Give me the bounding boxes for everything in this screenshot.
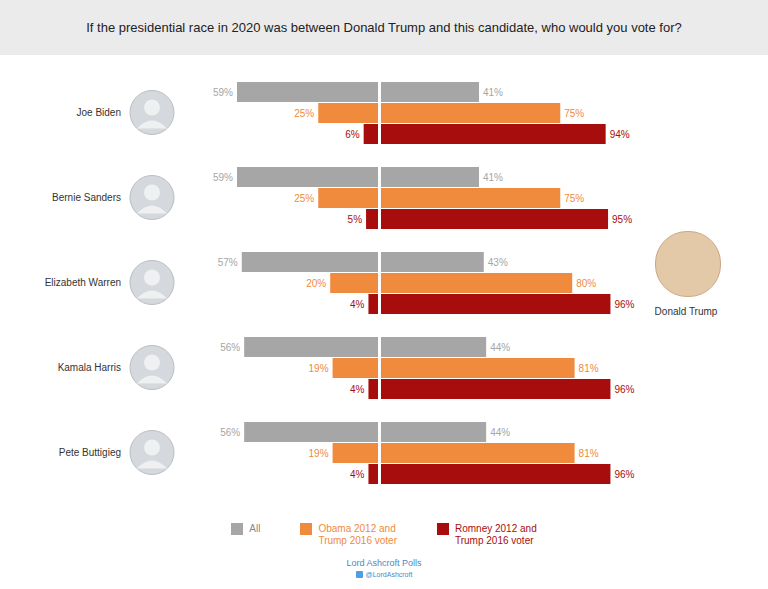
svg-text:57%: 57% <box>218 257 238 268</box>
svg-text:81%: 81% <box>579 363 599 374</box>
svg-text:41%: 41% <box>483 172 503 183</box>
svg-text:43%: 43% <box>488 257 508 268</box>
svg-text:4%: 4% <box>350 469 365 480</box>
svg-text:96%: 96% <box>614 469 634 480</box>
html-text:Obama 2012 and: Obama 2012 and <box>318 523 396 534</box>
svg-text:75%: 75% <box>564 108 584 119</box>
svg-text:19%: 19% <box>309 363 329 374</box>
svg-text:44%: 44% <box>490 342 510 353</box>
svg-text:96%: 96% <box>614 384 634 395</box>
html-text:@LordAshcroft: @LordAshcroft <box>365 571 413 578</box>
svg-text:59%: 59% <box>213 172 233 183</box>
svg-text:Joe Biden: Joe Biden <box>77 107 121 118</box>
svg-text:94%: 94% <box>610 129 630 140</box>
svg-text:Pete Buttigieg: Pete Buttigieg <box>59 447 121 458</box>
svg-text:5%: 5% <box>348 214 363 225</box>
svg-text:81%: 81% <box>579 448 599 459</box>
svg-text:75%: 75% <box>564 193 584 204</box>
html-text:Donald Trump: Donald Trump <box>654 306 718 317</box>
svg-text:56%: 56% <box>220 342 240 353</box>
svg-text:4%: 4% <box>350 299 365 310</box>
svg-text:95%: 95% <box>612 214 632 225</box>
svg-text:Elizabeth Warren: Elizabeth Warren <box>45 277 121 288</box>
svg-text:19%: 19% <box>309 448 329 459</box>
html-text:Trump 2016 voter: Trump 2016 voter <box>318 535 397 546</box>
svg-text:4%: 4% <box>350 384 365 395</box>
svg-text:25%: 25% <box>294 108 314 119</box>
svg-text:6%: 6% <box>345 129 360 140</box>
svg-text:41%: 41% <box>483 87 503 98</box>
svg-text:20%: 20% <box>306 278 326 289</box>
svg-text:Kamala Harris: Kamala Harris <box>58 362 121 373</box>
svg-text:80%: 80% <box>576 278 596 289</box>
html-text:All: All <box>249 523 261 534</box>
html-text:If the presidential race in 20: If the presidential race in 2020 was bet… <box>86 20 682 35</box>
svg-text:96%: 96% <box>614 299 634 310</box>
html-text:Romney 2012 and: Romney 2012 and <box>455 523 537 534</box>
svg-text:Bernie Sanders: Bernie Sanders <box>52 192 121 203</box>
svg-text:59%: 59% <box>213 87 233 98</box>
svg-text:25%: 25% <box>294 193 314 204</box>
svg-text:44%: 44% <box>490 427 510 438</box>
svg-text:56%: 56% <box>220 427 240 438</box>
html-text:Trump 2016 voter: Trump 2016 voter <box>455 535 534 546</box>
html-text:Lord Ashcroft Polls: Lord Ashcroft Polls <box>346 558 422 568</box>
